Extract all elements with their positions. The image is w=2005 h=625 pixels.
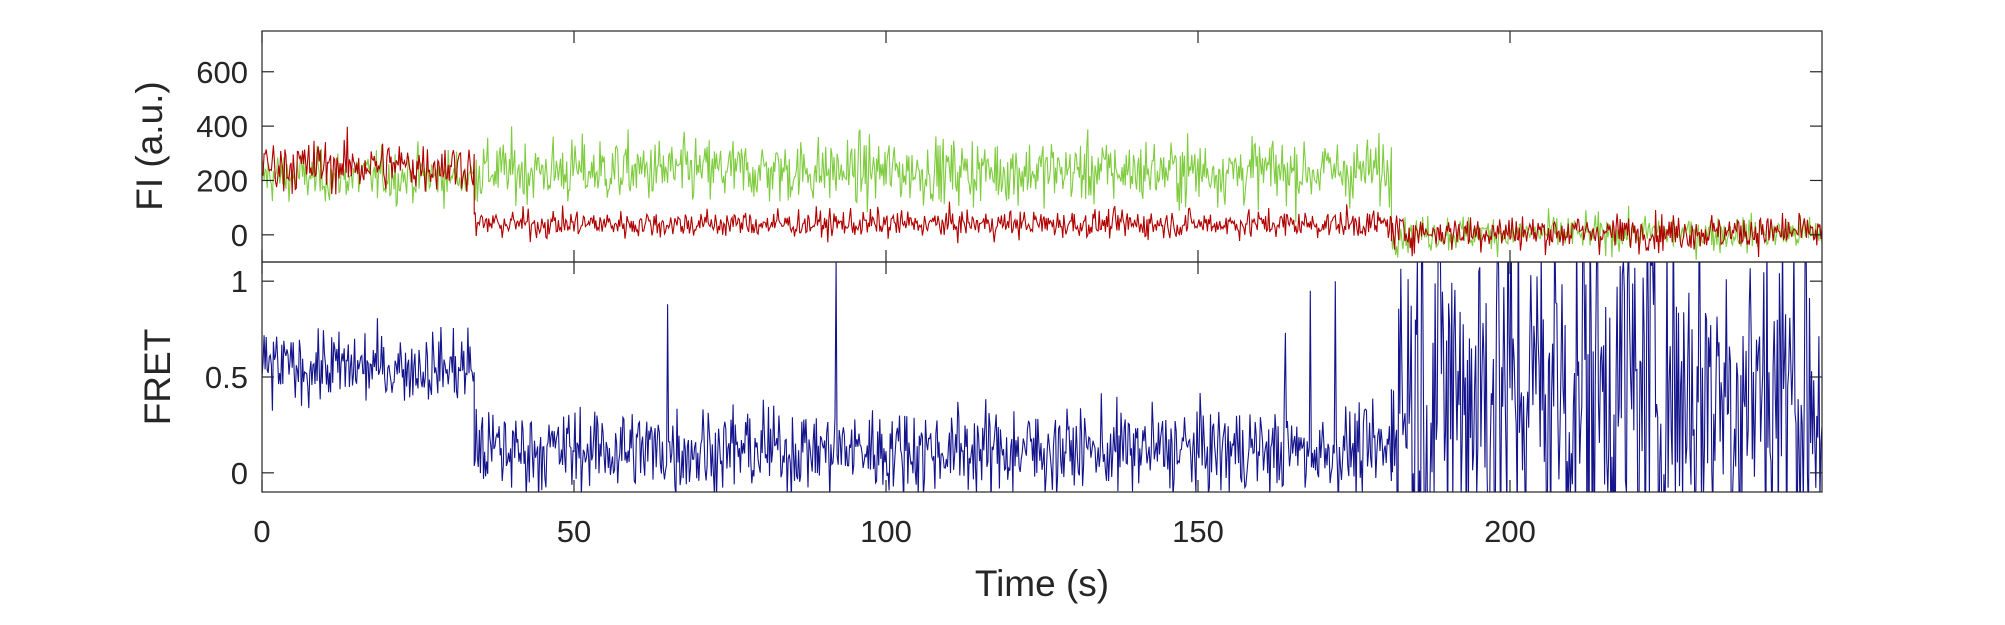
ytick-label: 1 (231, 264, 248, 299)
fluorescence-ylabel: FI (a.u.) (129, 81, 170, 211)
fluorescence-traces (262, 126, 1822, 261)
ytick-label: 400 (196, 109, 248, 144)
fret-series-line (262, 262, 1822, 492)
fluorescence-ticks: 0 200 400 600 (196, 31, 1822, 262)
ytick-label: 600 (196, 55, 248, 90)
xtick-label: 200 (1484, 514, 1536, 549)
acceptor-series-line (262, 126, 1822, 258)
xtick-label: 50 (557, 514, 591, 549)
ytick-label: 0 (231, 218, 248, 253)
ytick-label: 200 (196, 163, 248, 198)
fluorescence-panel: 0 200 400 600 FI (a.u.) (129, 30, 1823, 263)
time-xlabel: Time (s) (975, 563, 1109, 604)
fret-ylabel: FRET (137, 329, 178, 426)
ytick-label: 0 (231, 456, 248, 491)
xtick-label: 0 (253, 514, 270, 549)
ytick-label: 0.5 (205, 360, 248, 395)
fret-trace (262, 262, 1822, 492)
xtick-label: 100 (860, 514, 912, 549)
donor-series-line (262, 126, 1822, 261)
xtick-label: 150 (1172, 514, 1224, 549)
fret-ticks: 0 0.5 1 0 50 100 150 200 (205, 262, 1822, 549)
fret-panel: 0 0.5 1 0 50 100 150 200 FRET Time (s) (137, 261, 1823, 604)
